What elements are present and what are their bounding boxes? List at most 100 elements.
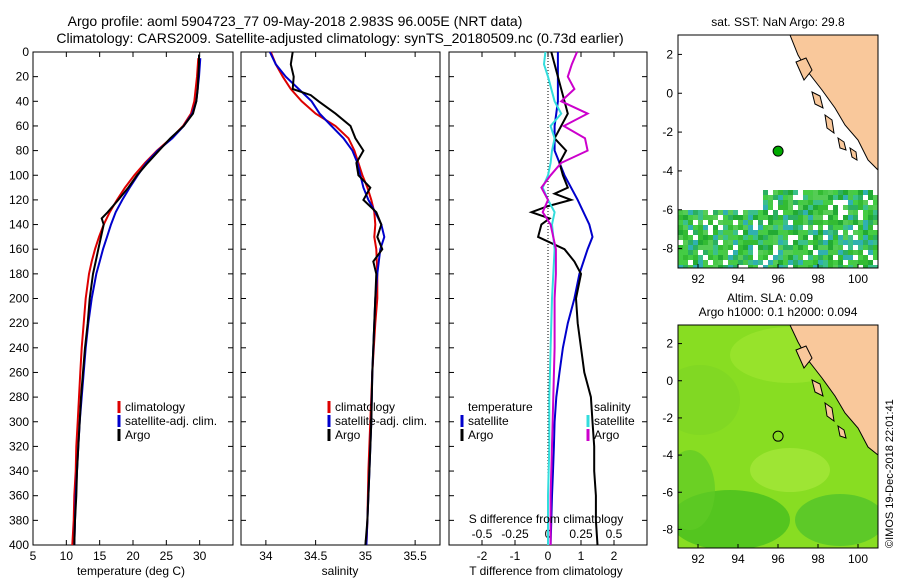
sst-cell — [733, 215, 738, 220]
sst-cell — [833, 250, 838, 255]
sst-cell — [808, 210, 813, 215]
sst-cell — [813, 255, 818, 260]
sst-cell — [723, 250, 728, 255]
sst-cell — [868, 230, 873, 235]
sst-cell — [868, 220, 873, 225]
sst-cell — [703, 215, 708, 220]
sst-cell — [828, 210, 833, 215]
sst-cell — [798, 255, 803, 260]
sst-cell — [728, 245, 733, 250]
sst-cell — [773, 255, 778, 260]
sst-cell — [798, 205, 803, 210]
legend-t-satellite-label: satellite — [468, 414, 509, 428]
sst-cell — [718, 230, 723, 235]
sst-cell — [683, 250, 688, 255]
sst-cell — [688, 265, 693, 268]
sst-cell — [708, 215, 713, 220]
sst-cell — [713, 255, 718, 260]
sst-cell — [873, 205, 878, 210]
salinity-panel: 34 34.5 35 35.5 salinity climatology satell… — [240, 51, 441, 578]
sst-cell — [733, 255, 738, 260]
sst-cell — [723, 220, 728, 225]
sst-cell — [788, 230, 793, 235]
sst-cell — [863, 205, 868, 210]
sst-cell — [833, 265, 838, 268]
sst-cell — [778, 220, 783, 225]
sst-cell — [823, 220, 828, 225]
sst-cell — [813, 200, 818, 205]
sst-cell — [808, 230, 813, 235]
y-tick-label: 360 — [9, 489, 29, 503]
sst-cell — [793, 200, 798, 205]
sst-cell — [693, 215, 698, 220]
sst-cell — [803, 230, 808, 235]
map-x-tick-label: 98 — [811, 272, 825, 286]
sst-cell — [818, 250, 823, 255]
sst-cell — [743, 250, 748, 255]
sst-cell — [843, 235, 848, 240]
sst-cell — [868, 210, 873, 215]
s-tick-label: -0.5 — [472, 527, 493, 541]
sst-cell — [848, 220, 853, 225]
y-tick-label: 60 — [16, 119, 30, 133]
y-tick-label: 340 — [9, 464, 29, 478]
y-tick-label: 200 — [9, 292, 29, 306]
sst-cell — [778, 240, 783, 245]
sst-cell — [768, 250, 773, 255]
sst-cell — [793, 190, 798, 195]
sst-cell — [783, 255, 788, 260]
sst-cell — [823, 250, 828, 255]
island-3 — [824, 401, 835, 423]
sst-cell — [783, 220, 788, 225]
sst-cell — [798, 210, 803, 215]
sst-cell — [698, 210, 703, 215]
sst-cell — [763, 240, 768, 245]
island-1 — [795, 57, 813, 81]
sst-cell — [843, 195, 848, 200]
sst-cell — [828, 195, 833, 200]
sst-cell — [798, 265, 803, 268]
sst-cell — [823, 265, 828, 268]
sst-cell — [853, 200, 858, 205]
sst-cell — [783, 200, 788, 205]
x-tick-label: 0 — [545, 549, 552, 563]
sst-cell — [678, 210, 683, 215]
legend-argo-label: Argo — [125, 428, 151, 442]
sst-cell — [678, 245, 683, 250]
sst-cell — [763, 205, 768, 210]
sst-cell — [748, 260, 753, 265]
sst-cell — [833, 260, 838, 265]
sst-cell — [808, 240, 813, 245]
sst-cell — [843, 225, 848, 230]
sst-cell — [823, 210, 828, 215]
sst-cell — [733, 265, 738, 268]
sst-cell — [838, 245, 843, 250]
sst-cell — [758, 245, 763, 250]
sst-cell — [813, 215, 818, 220]
legend-temperature-title: temperature — [468, 400, 533, 414]
island-4 — [837, 136, 847, 151]
sst-cell — [838, 225, 843, 230]
sst-cell — [703, 225, 708, 230]
y-tick-label: 100 — [9, 168, 29, 182]
sst-cell — [713, 260, 718, 265]
sst-cell — [818, 260, 823, 265]
sst-cell — [833, 235, 838, 240]
sst-cell — [748, 245, 753, 250]
sst-cell — [738, 235, 743, 240]
sst-cell — [773, 195, 778, 200]
sst-cell — [683, 245, 688, 250]
sst-cell — [863, 225, 868, 230]
sst-cell — [848, 205, 853, 210]
difference-panel: -2 -1 0 1 2-0.5 -0.25 0 0.25 0.5 S difference fr… — [448, 51, 648, 578]
sst-cell — [703, 245, 708, 250]
series-line-argo — [73, 54, 200, 546]
sst-cell — [848, 240, 853, 245]
difference-legend-salinity: salinity satellite Argo — [586, 400, 635, 442]
sst-cell — [808, 220, 813, 225]
sla-map-title: Altim. SLA: 0.09 — [727, 291, 813, 305]
sst-cell — [678, 225, 683, 230]
sst-cell — [853, 190, 858, 195]
sst-cell — [843, 240, 848, 245]
sst-cell — [808, 265, 813, 268]
